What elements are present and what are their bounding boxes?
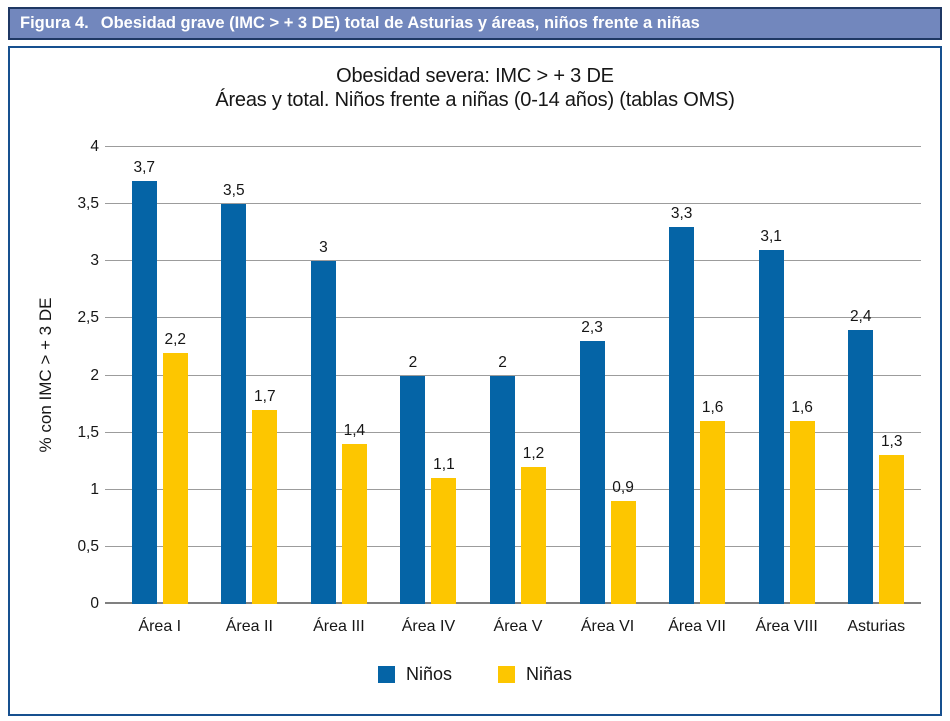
y-tick-label: 0 <box>90 595 99 612</box>
legend-label: Niñas <box>526 664 573 684</box>
legend-swatch <box>498 666 515 683</box>
y-tick-label: 4 <box>90 138 99 155</box>
chart-title-line1: Obesidad severa: IMC > + 3 DE <box>336 65 614 87</box>
bar-ninas <box>700 421 726 604</box>
chart-title: Obesidad severa: IMC > + 3 DE Áreas y to… <box>10 64 940 112</box>
legend-label: Niños <box>405 664 452 684</box>
gridline <box>105 146 921 147</box>
gridline <box>105 317 921 319</box>
figure-header: Figura 4. Obesidad grave (IMC > + 3 DE) … <box>8 7 942 40</box>
bar-value-label: 2 <box>408 353 418 371</box>
x-axis-label: Área I <box>138 618 182 635</box>
bar-value-label: 1,2 <box>522 444 545 462</box>
bar-value-label: 3 <box>319 239 328 257</box>
bar-ninos <box>669 226 695 604</box>
y-tick-label: 0,5 <box>77 537 99 555</box>
bar-value-label: 1,6 <box>791 399 813 417</box>
y-tick-label: 1,5 <box>77 423 99 441</box>
bar-ninos <box>400 375 426 604</box>
bar-ninas <box>341 444 367 604</box>
gridline <box>105 260 921 262</box>
x-axis-label: Área IV <box>401 618 456 635</box>
bar-ninos <box>848 329 874 604</box>
chart-container: Obesidad severa: IMC > + 3 DE Áreas y to… <box>8 46 942 716</box>
bar-value-label: 1,4 <box>343 422 366 440</box>
bar-value-label: 1,3 <box>880 433 903 451</box>
figure-title: Obesidad grave (IMC > + 3 DE) total de A… <box>100 14 700 32</box>
bar-ninas <box>252 409 278 604</box>
bar-value-label: 2,2 <box>164 330 187 348</box>
y-tick-label: 3,5 <box>77 195 99 213</box>
y-tick-label: 2,5 <box>77 309 99 327</box>
bar-value-label: 3,3 <box>670 204 693 222</box>
y-tick-label: 3 <box>90 252 99 270</box>
x-axis-label: Área II <box>225 618 273 635</box>
bar-value-label: 2,4 <box>849 307 872 325</box>
bar-value-label: 3,1 <box>760 227 782 245</box>
chart-title-line2: Áreas y total. Niños frente a niñas (0-1… <box>215 89 735 111</box>
bar-ninos <box>579 341 605 604</box>
x-axis-label: Área V <box>493 618 543 635</box>
legend-item-ninas: Niñas <box>498 664 572 685</box>
x-axis-label: Asturias <box>847 618 906 635</box>
x-axis-label: Área III <box>313 618 365 635</box>
figure-label: Figura 4. <box>20 14 89 32</box>
legend-swatch <box>377 666 395 683</box>
y-tick-label: 2 <box>90 366 99 384</box>
bar-value-label: 2 <box>498 353 507 371</box>
y-tick-label: 1 <box>90 480 99 498</box>
gridline <box>105 203 921 205</box>
bar-ninos <box>758 249 784 604</box>
bar-value-label: 3,5 <box>223 182 245 200</box>
bar-ninos <box>310 261 336 604</box>
legend: Niños Niñas <box>10 664 940 685</box>
legend-item-ninos: Niños <box>377 664 452 685</box>
x-axis-label: Área VII <box>668 618 726 635</box>
plot-area: 0 0,5 1 1,5 2 2,5 3 3,5 4 3,7 2,2 Área I 3,5 1,7 Área … <box>77 138 921 635</box>
bar-ninos <box>490 375 515 604</box>
bar-value-label: 3,7 <box>133 159 156 177</box>
x-axis-label: Área VIII <box>755 618 818 635</box>
bar-value-label: 1,1 <box>433 456 455 474</box>
bar-value-label: 2,3 <box>581 319 603 337</box>
bar-ninas <box>879 455 905 604</box>
bar-ninas <box>431 478 457 604</box>
bar-ninas <box>521 466 546 604</box>
bar-ninas <box>789 421 815 604</box>
bar-value-label: 1,6 <box>701 399 724 417</box>
bar-ninos <box>221 204 247 604</box>
bar-value-label: 0,9 <box>612 479 634 497</box>
bar-ninas <box>162 352 188 604</box>
bar-value-label: 1,7 <box>254 387 276 405</box>
bar-ninos <box>131 181 157 604</box>
x-axis-label: Área VI <box>580 618 635 635</box>
bar-ninas <box>610 501 636 604</box>
gridline <box>105 374 921 376</box>
